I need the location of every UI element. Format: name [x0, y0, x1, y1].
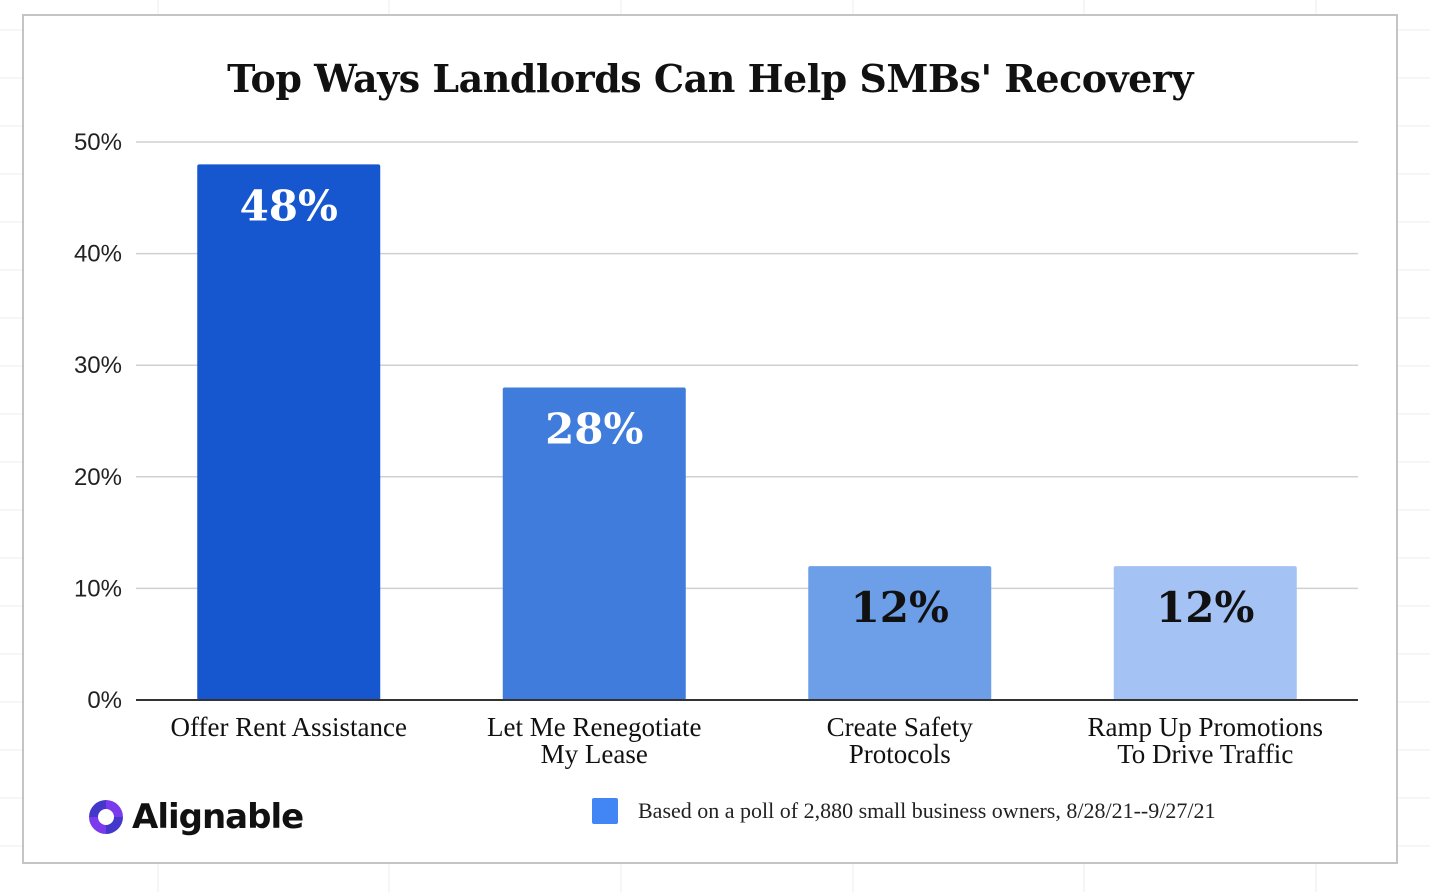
y-tick-label: 0%	[87, 687, 122, 714]
x-tick-label: To Drive Traffic	[1117, 739, 1293, 769]
x-tick-label: Ramp Up Promotions	[1087, 712, 1323, 742]
alignable-logo-text: Alignable	[132, 797, 304, 837]
x-tick-label: My Lease	[541, 739, 648, 769]
bar-data-label: 12%	[1156, 583, 1254, 632]
chart-title: Top Ways Landlords Can Help SMBs' Recove…	[227, 56, 1193, 101]
bar-chart: 0% 10% 20% 30% 40% 50% 48% Offer Rent Assistanc…	[74, 129, 1358, 769]
alignable-logo: Alignable	[86, 792, 304, 842]
bar-data-label: 48%	[240, 181, 338, 230]
y-tick-label: 20%	[74, 464, 122, 491]
y-tick-label: 50%	[74, 129, 122, 156]
y-tick-label: 40%	[74, 241, 122, 268]
chart-card: Top Ways Landlords Can Help SMBs' Recove…	[22, 14, 1398, 864]
bar	[808, 566, 992, 700]
bar-data-label: 28%	[545, 405, 643, 454]
alignable-logo-icon	[89, 800, 123, 834]
x-tick-label: Offer Rent Assistance	[171, 712, 407, 742]
x-tick-label: Protocols	[849, 739, 951, 769]
bar	[197, 164, 381, 700]
x-tick-label: Create Safety	[827, 712, 974, 742]
legend-label: Based on a poll of 2,880 small business …	[638, 798, 1216, 823]
chart-legend: Based on a poll of 2,880 small business …	[592, 798, 1215, 824]
bar	[502, 387, 686, 700]
y-tick-label: 10%	[74, 575, 122, 602]
x-tick-label: Let Me Renegotiate	[487, 712, 701, 742]
bar-data-label: 12%	[851, 583, 949, 632]
legend-swatch	[592, 798, 618, 824]
y-tick-label: 30%	[74, 352, 122, 379]
bar	[1113, 566, 1297, 700]
